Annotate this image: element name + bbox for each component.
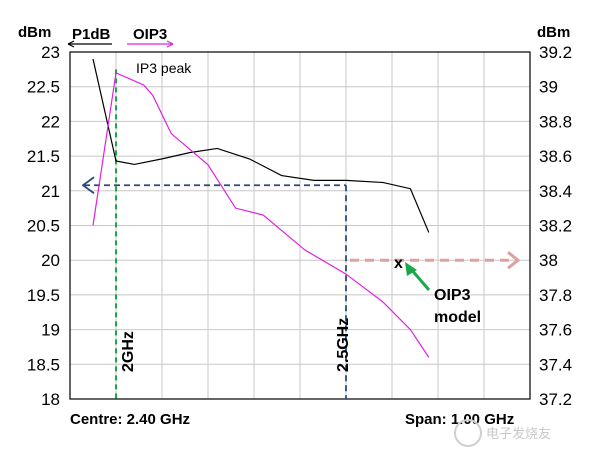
left-tick-label: 18	[41, 390, 60, 409]
legend-p1db: P1dB	[72, 26, 111, 43]
series-p1db-line	[92, 58, 430, 233]
oip3-model-level-arrow-head	[507, 251, 521, 270]
left-tick-label: 20.5	[27, 217, 60, 236]
right-tick-label: 39	[539, 78, 558, 97]
left-tick-label: 20	[41, 251, 60, 270]
footer-centre: Centre: 2.40 GHz	[70, 411, 190, 428]
plot-grid	[70, 52, 530, 399]
left-tick-label: 19.5	[27, 286, 60, 305]
left-axis-unit: dBm	[18, 24, 51, 41]
legend-p1db-arrow-head	[67, 40, 75, 48]
plot-frame	[69, 51, 531, 400]
oip3-model-marker: x	[394, 255, 403, 272]
left-tick-label: 23	[41, 43, 60, 62]
left-tick-label: 21	[41, 182, 60, 201]
right-tick-labels: 39.2 39 38.8 38.6 38.4 38.2 38 37.8 37.6 37.4 37.2	[539, 43, 572, 409]
right-axis-unit: dBm	[537, 24, 570, 41]
right-tick-label: 38.6	[539, 147, 572, 166]
watermark-text: 电子发烧友	[486, 426, 551, 441]
right-tick-label: 38	[539, 251, 558, 270]
right-tick-label: 37.8	[539, 286, 572, 305]
marker-25ghz-label: 2.5GHz	[335, 318, 352, 372]
left-tick-label: 22	[41, 112, 60, 131]
legend-oip3-arrow-head	[166, 40, 174, 48]
oip3-model-pointer-head	[405, 262, 417, 276]
footer-span: Span: 1.00 GHz	[405, 411, 514, 428]
ip3-peak-label: IP3 peak	[136, 60, 192, 76]
right-tick-label: 37.6	[539, 321, 572, 340]
left-tick-label: 18.5	[27, 355, 60, 374]
oip3-model-label-line1: OIP3	[434, 287, 471, 304]
right-tick-label: 37.4	[539, 355, 572, 374]
right-tick-label: 37.2	[539, 390, 572, 409]
oip3-model-label-line2: model	[434, 309, 481, 326]
legend-oip3: OIP3	[133, 26, 167, 43]
left-tick-label: 21.5	[27, 147, 60, 166]
right-tick-label: 38.8	[539, 112, 572, 131]
marker-2ghz-label: 2GHz	[120, 331, 137, 372]
left-tick-labels: 23 22.5 22 21.5 21 20.5 20 19.5 19 18.5 18	[27, 43, 60, 409]
watermark-logo	[454, 419, 482, 447]
right-tick-label: 38.2	[539, 217, 572, 236]
series-oip3-line	[92, 71, 430, 358]
left-tick-label: 22.5	[27, 78, 60, 97]
right-tick-label: 39.2	[539, 43, 572, 62]
p1db-level-arrow-head	[81, 176, 95, 194]
left-tick-label: 19	[41, 321, 60, 340]
right-tick-label: 38.4	[539, 182, 572, 201]
